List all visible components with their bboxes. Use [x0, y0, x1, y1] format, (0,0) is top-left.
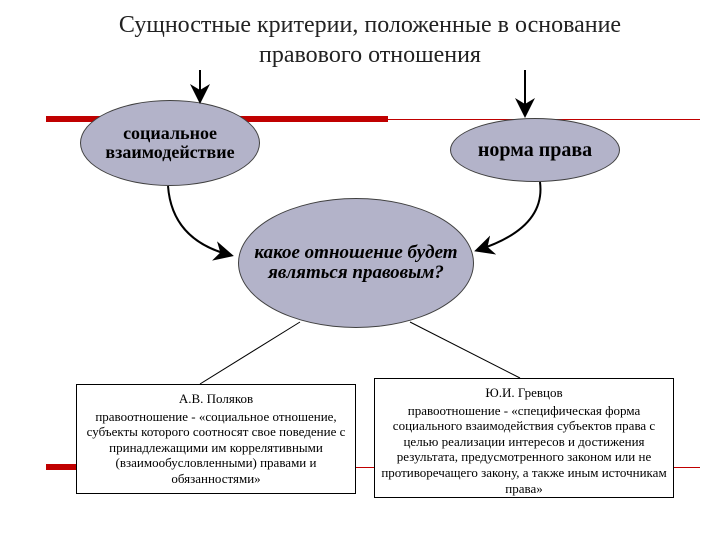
box-polyakov-text: правоотношение - «социальное отношение, …	[87, 409, 346, 486]
diagram-title: Сущностные критерии, положенные в основа…	[80, 10, 660, 70]
connector-center-to-right-box	[410, 322, 520, 378]
node-social-interaction-label: социальное взаимодействие	[87, 124, 253, 162]
box-grevtsov-text: правоотношение - «специфическая форма со…	[381, 403, 666, 496]
box-polyakov: А.В. Поляков правоотношение - «социально…	[76, 384, 356, 494]
node-center-question: какое отношение будет являться правовым?	[238, 198, 474, 328]
node-center-question-label: какое отношение будет являться правовым?	[245, 243, 467, 283]
arrow-left-to-center	[168, 186, 230, 255]
box-grevtsov: Ю.И. Гревцов правоотношение - «специфиче…	[374, 378, 674, 498]
arrow-right-to-center	[478, 182, 540, 250]
connector-center-to-left-box	[200, 322, 300, 384]
box-grevtsov-author: Ю.И. Гревцов	[381, 385, 667, 401]
box-polyakov-author: А.В. Поляков	[83, 391, 349, 407]
node-legal-norm: норма права	[450, 118, 620, 182]
node-legal-norm-label: норма права	[478, 140, 592, 161]
node-social-interaction: социальное взаимодействие	[80, 100, 260, 186]
